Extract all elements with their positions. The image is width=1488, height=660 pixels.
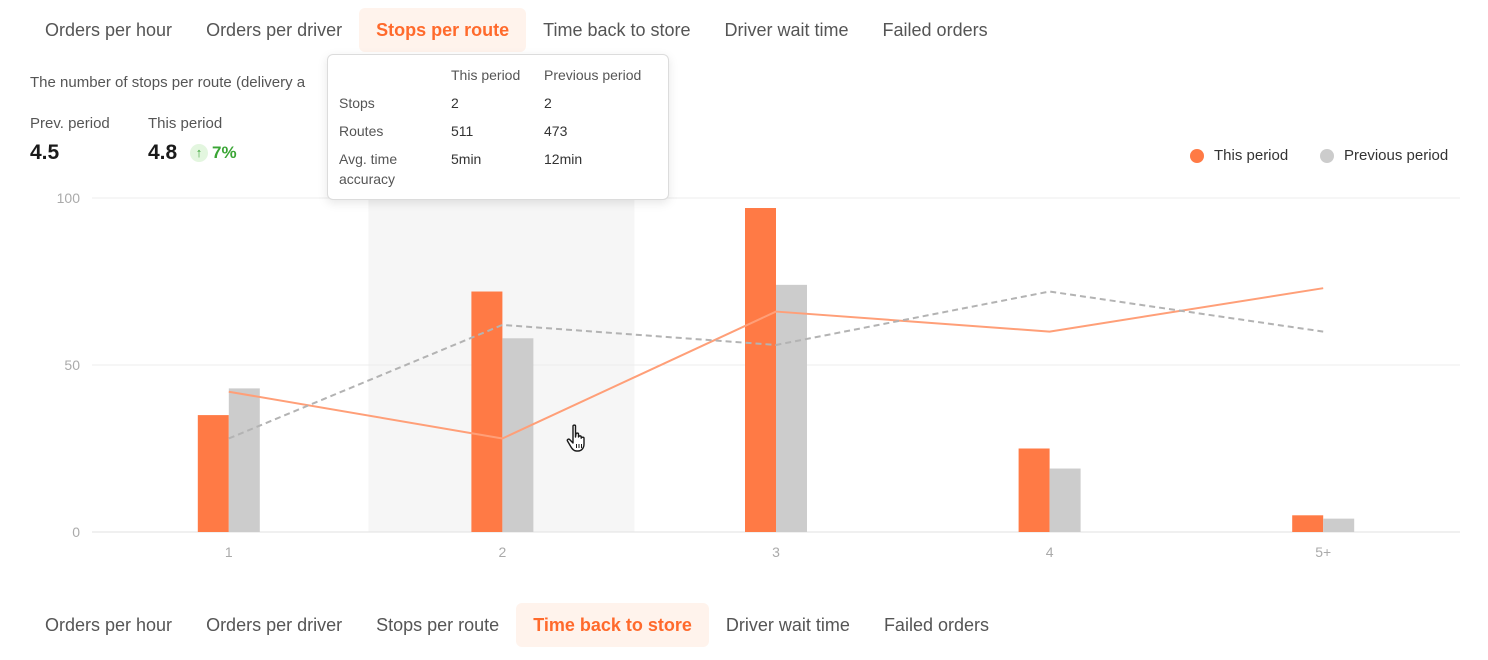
hand-pointer-cursor-icon (566, 424, 585, 452)
tooltip-row-label: Avg. time accuracy (339, 151, 398, 187)
bar-this-period (1292, 515, 1324, 532)
arrow-up-icon: ↑ (190, 144, 208, 162)
chart-description: The number of stops per route (delivery … (30, 74, 306, 91)
tooltip-row-this: 511 (451, 123, 474, 139)
bar-this-period (1018, 448, 1050, 532)
legend-dot-prev (1320, 148, 1334, 163)
bar-previous-period (502, 338, 534, 532)
legend-dot-this (1190, 148, 1204, 163)
y-tick-label: 100 (57, 190, 81, 206)
bar-this-period (197, 415, 229, 532)
tooltip-row-prev: 473 (544, 123, 568, 139)
tab-time-back-to-store[interactable]: Time back to store (516, 603, 709, 647)
tab-driver-wait-time[interactable]: Driver wait time (725, 615, 850, 635)
prev-period-label: Prev. period (30, 115, 110, 132)
tooltip-row-label: Routes (339, 123, 384, 139)
tooltip-header-this: This period (451, 67, 521, 83)
x-tick-label: 3 (772, 544, 780, 560)
y-tick-label: 0 (72, 524, 80, 540)
delta-badge: ↑ 7% (190, 143, 237, 163)
legend-label-this: This period (1214, 147, 1289, 164)
bar-previous-period (1323, 518, 1355, 532)
tab-orders-per-hour[interactable]: Orders per hour (45, 20, 173, 40)
bar-previous-period (228, 388, 260, 532)
legend-this-period: This period (1190, 147, 1288, 164)
tooltip-row-label: Stops (339, 95, 375, 111)
bar-this-period (745, 208, 776, 532)
tooltip-row-prev: 2 (544, 95, 552, 111)
delta-percent: 7% (212, 143, 237, 162)
tab-stops-per-route[interactable]: Stops per route (376, 615, 500, 635)
tooltip-header-prev: Previous period (544, 67, 642, 83)
line-this-period (228, 287, 1324, 440)
line-previous-period (228, 290, 1324, 440)
x-tick-label: 2 (499, 544, 507, 560)
this-period-value: 4.8 (148, 141, 178, 164)
tooltip-row-this: 2 (451, 95, 459, 111)
legend-previous-period: Previous period (1320, 147, 1448, 164)
metric-tabs-bottom: Orders per hour Orders per driver Stops pe… (28, 603, 1006, 647)
tab-orders-per-driver[interactable]: Orders per driver (206, 615, 343, 635)
tab-failed-orders[interactable]: Failed orders (882, 20, 988, 40)
tab-driver-wait-time[interactable]: Driver wait time (724, 20, 849, 40)
x-tick-label: 5+ (1315, 544, 1331, 560)
tab-stops-per-route[interactable]: Stops per route (359, 8, 527, 52)
tab-orders-per-driver[interactable]: Orders per driver (206, 20, 343, 40)
bar-previous-period (1049, 468, 1081, 532)
x-tick-label: 1 (225, 544, 233, 560)
tooltip-row-this: 5min (451, 151, 482, 167)
tab-orders-per-hour[interactable]: Orders per hour (45, 615, 173, 635)
this-period-label: This period (148, 115, 223, 132)
x-tick-label: 4 (1046, 544, 1054, 560)
chart-tooltip: This period Previous period Stops 2 2 Ro… (327, 54, 669, 200)
legend-label-prev: Previous period (1344, 147, 1449, 164)
bar-previous-period (776, 284, 807, 532)
metric-tabs-top: Orders per hour Orders per driver Stops pe… (28, 8, 1005, 52)
y-tick-label: 50 (64, 357, 80, 373)
tab-time-back-to-store[interactable]: Time back to store (543, 20, 691, 40)
prev-period-value: 4.5 (30, 141, 60, 164)
tooltip-row-prev: 12min (544, 151, 583, 167)
bar-this-period (471, 291, 503, 532)
tab-failed-orders[interactable]: Failed orders (883, 615, 989, 635)
